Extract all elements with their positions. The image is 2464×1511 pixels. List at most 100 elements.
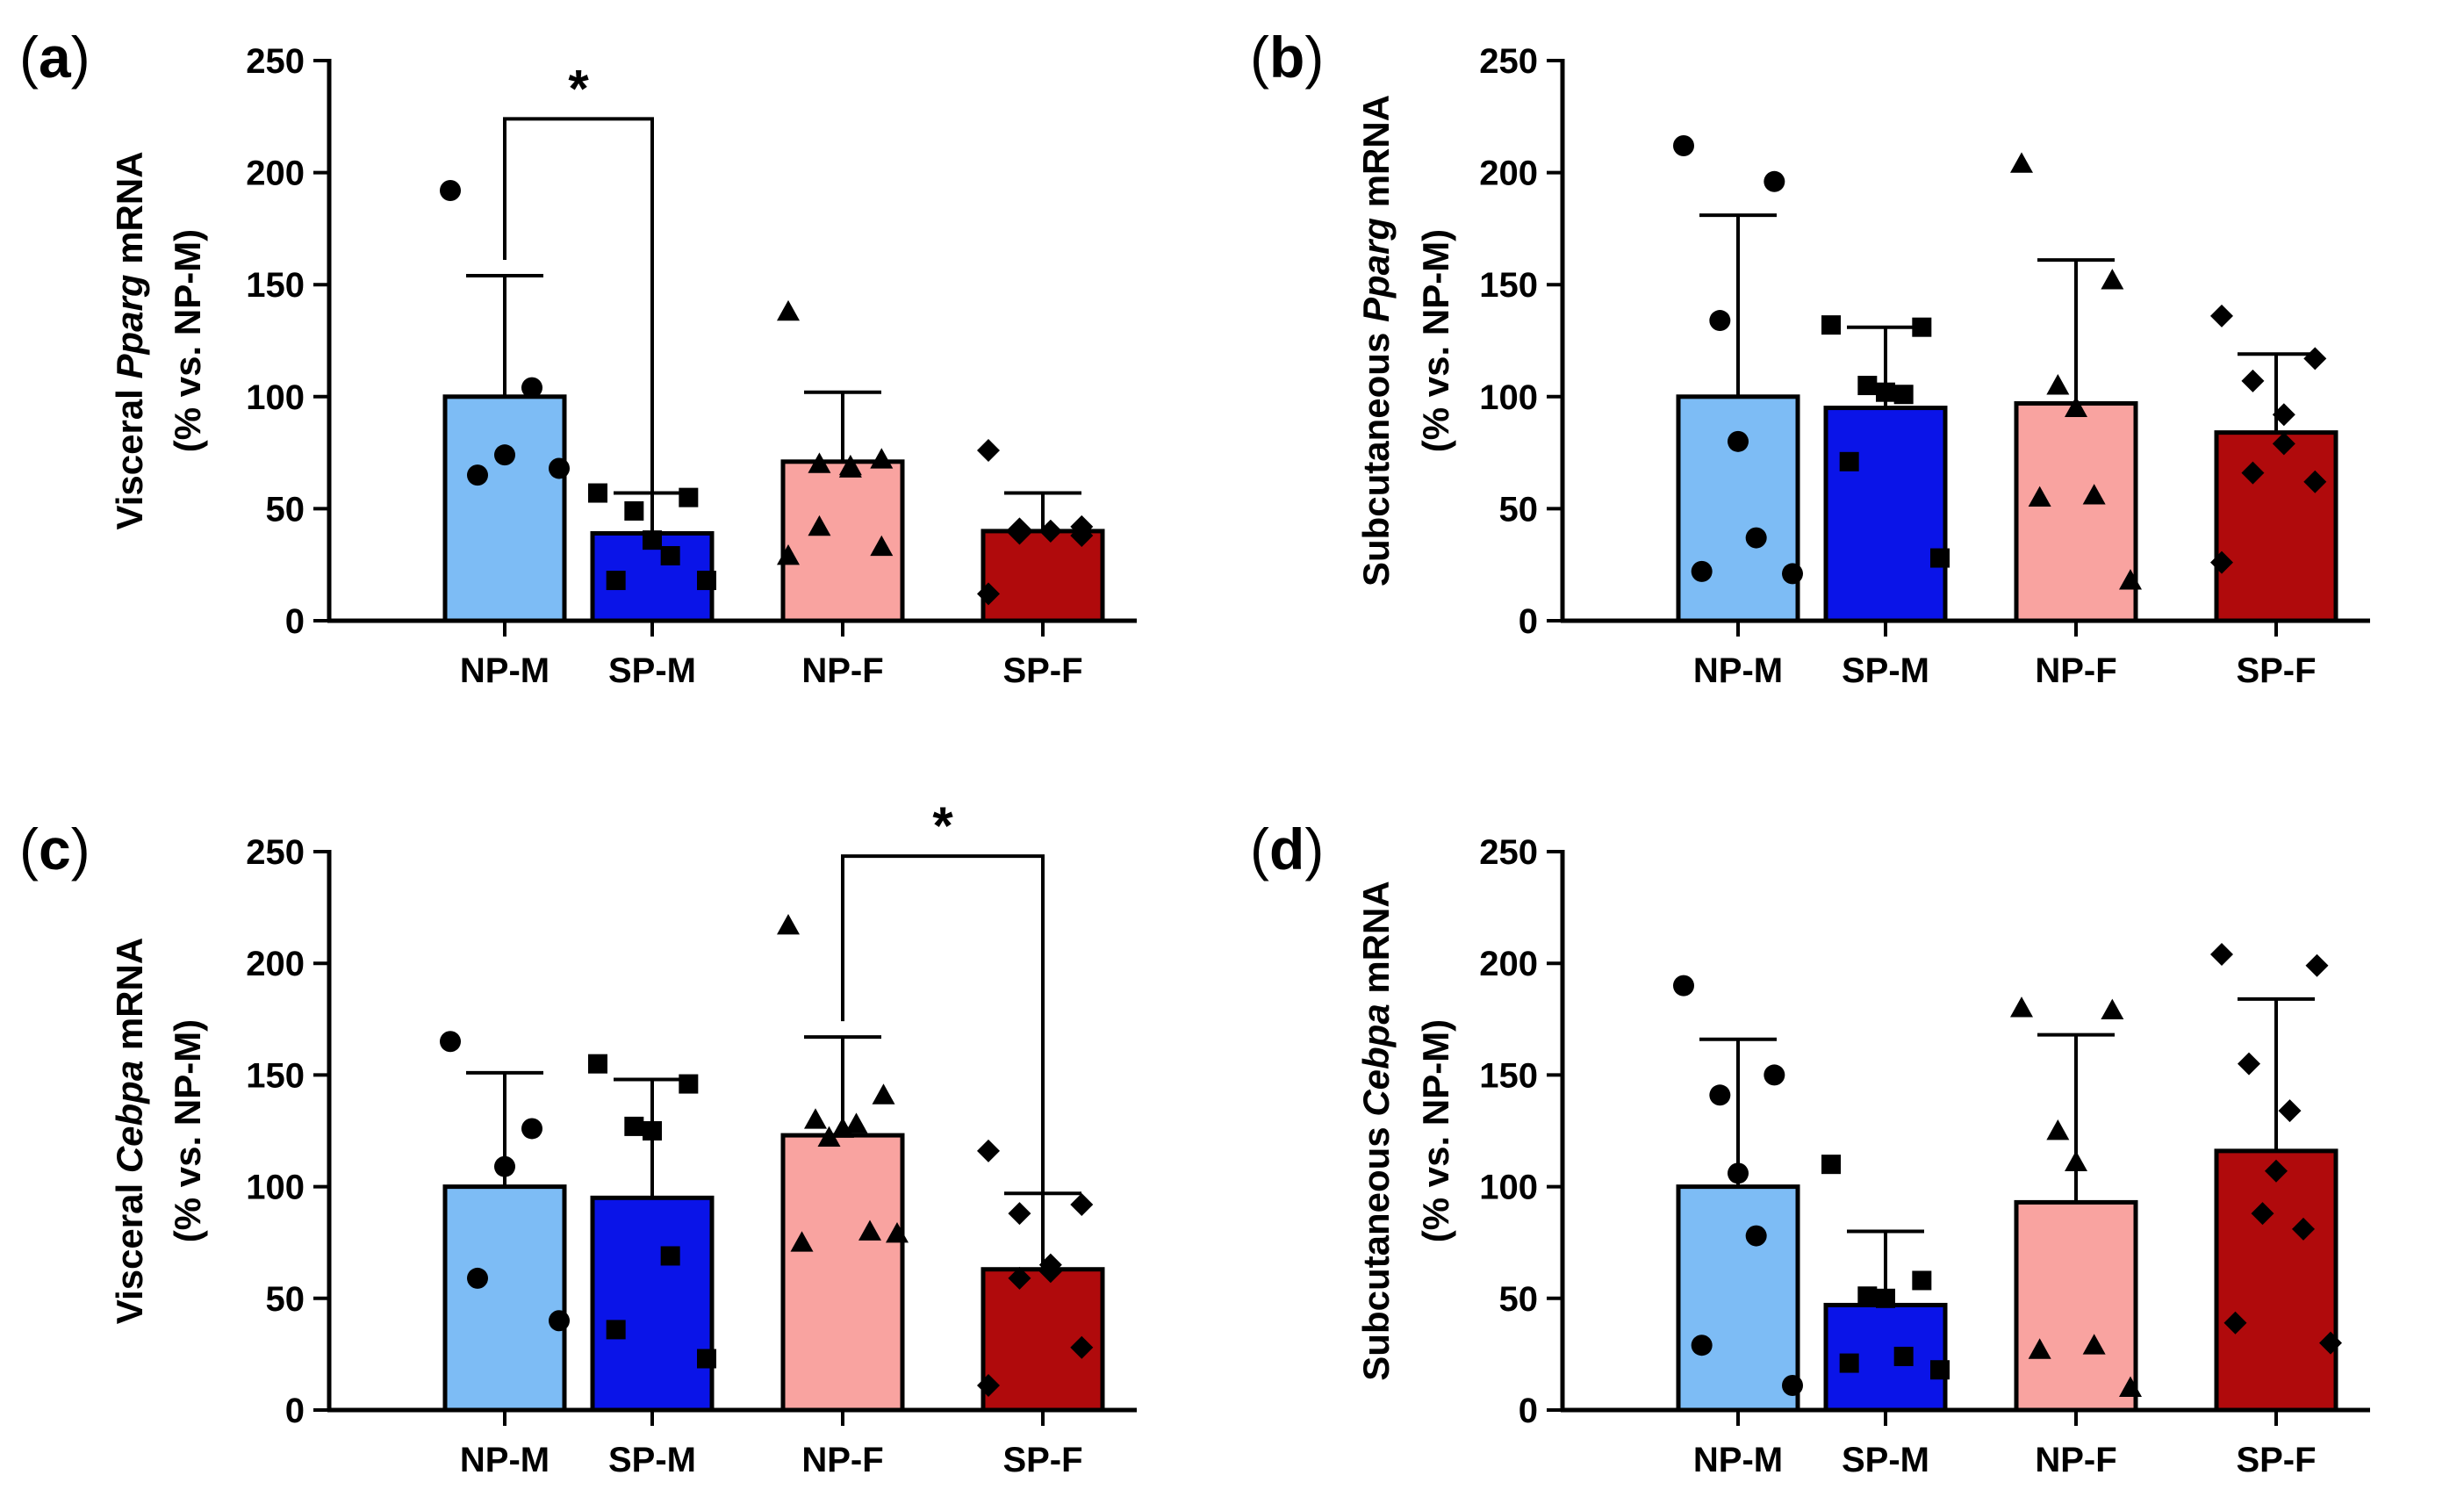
panel-label: (d) (1250, 817, 1324, 881)
bar-np-m (1676, 394, 1800, 623)
data-point (2010, 152, 2033, 173)
data-point (679, 487, 699, 507)
data-point (2303, 347, 2327, 371)
data-point (2303, 470, 2327, 493)
data-point (2028, 486, 2051, 507)
data-point (2241, 461, 2265, 485)
data-point (790, 1231, 814, 1252)
data-point (1038, 1260, 1062, 1284)
x-tick-label: NP-M (1693, 651, 1783, 690)
data-point (2119, 1376, 2142, 1397)
significance-star: * (568, 59, 589, 118)
data-point (521, 1118, 542, 1140)
data-point (1839, 451, 1859, 471)
bar-sp-f (2214, 430, 2338, 623)
data-point (838, 457, 862, 478)
data-point (2065, 396, 2087, 417)
data-point (549, 457, 570, 479)
y-tick-label: 150 (1479, 1056, 1538, 1095)
data-point (643, 530, 662, 550)
data-point (440, 1031, 461, 1053)
data-point (1821, 315, 1841, 335)
data-point (2101, 998, 2124, 1020)
y-axis-title: Visceral Cebpa mRNA (109, 938, 150, 1324)
data-point (2210, 943, 2233, 967)
data-point (1709, 310, 1731, 332)
significance-bracket (503, 117, 654, 529)
data-point (521, 377, 542, 399)
y-tick-label: 250 (246, 42, 305, 81)
data-point (660, 1246, 680, 1266)
x-tick-label: SP-M (608, 1441, 696, 1479)
bar-np-f (780, 1133, 905, 1413)
data-point (679, 1074, 699, 1094)
data-point (1745, 527, 1767, 549)
x-tick-label: NP-M (460, 651, 550, 690)
data-point (2238, 1052, 2260, 1076)
data-point (1893, 1346, 1914, 1366)
x-tick-label: NP-F (801, 1441, 883, 1479)
y-axis-title-line2: (% vs. NP-M) (1415, 1019, 1456, 1242)
panel-label: (a) (19, 25, 90, 90)
data-point (870, 535, 894, 557)
x-tick-label: NP-F (2035, 651, 2116, 690)
data-point (2272, 432, 2295, 456)
data-point (2082, 1334, 2106, 1355)
data-point (2210, 550, 2233, 574)
data-point (588, 483, 607, 503)
y-tick-label: 0 (285, 602, 305, 641)
data-point (2065, 1150, 2087, 1172)
y-tick-label: 250 (246, 833, 305, 872)
data-point (1912, 317, 1932, 337)
panel-label: (b) (1250, 25, 1324, 90)
data-point (2241, 369, 2265, 392)
y-tick-label: 0 (285, 1392, 305, 1430)
y-tick-label: 100 (246, 378, 305, 417)
data-point (1876, 1288, 1895, 1308)
bar-sp-m (590, 1195, 715, 1413)
data-point (1673, 134, 1694, 156)
data-point (643, 1121, 662, 1140)
data-point (1070, 1192, 1094, 1216)
panel-d: (d) Subcutaneous Cebpa mRNA (% vs. NP-M) 0 5… (1250, 817, 2370, 1479)
data-point (1709, 1084, 1731, 1106)
y-tick-label: 150 (246, 1056, 305, 1095)
data-point (660, 545, 680, 565)
data-point (624, 1116, 644, 1136)
bar-np-f (2014, 400, 2138, 623)
data-point (844, 1112, 868, 1133)
y-axis-title-line2: (% vs. NP-M) (1415, 229, 1456, 452)
y-tick-label: 150 (1479, 266, 1538, 305)
data-point (1728, 430, 1749, 452)
x-tick-label: NP-F (801, 651, 883, 690)
data-point (467, 1267, 488, 1289)
data-point (1782, 563, 1803, 585)
x-tick-label: NP-F (2035, 1441, 2116, 1479)
data-point (777, 913, 800, 935)
data-point (2028, 1338, 2051, 1359)
data-point (1857, 376, 1878, 396)
bar-np-f (2014, 1199, 2138, 1413)
data-point (1008, 1266, 1031, 1290)
panel-b: (b) Subcutaneous Pparg mRNA (% vs. NP-M) 0 5… (1250, 25, 2370, 690)
x-tick-label: SP-F (2236, 651, 2316, 690)
data-point (2046, 374, 2070, 395)
significance-star: * (932, 796, 953, 855)
y-tick-label: 200 (1479, 945, 1538, 983)
data-point (1893, 385, 1914, 405)
data-point (2046, 1119, 2070, 1140)
data-point (606, 571, 626, 591)
data-point (2010, 997, 2033, 1018)
data-point (817, 1126, 841, 1148)
bar-np-m (442, 394, 567, 623)
data-point (777, 543, 800, 565)
y-tick-label: 200 (1479, 155, 1538, 193)
data-point (2292, 1217, 2315, 1241)
data-point (1764, 1064, 1785, 1086)
data-point (2210, 304, 2233, 327)
bar-sp-f (981, 529, 1105, 623)
data-point (1857, 1286, 1878, 1306)
y-axis-title: Subcutaneous Cebpa mRNA (1355, 881, 1397, 1380)
data-point (697, 1349, 716, 1369)
data-point (1008, 522, 1031, 545)
